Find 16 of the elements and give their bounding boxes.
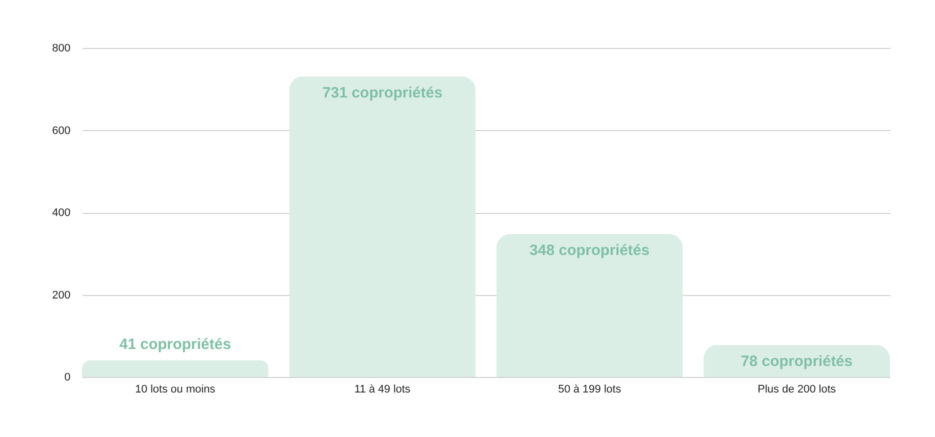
data-label: 348 copropriétés (530, 242, 650, 259)
y-tick-label: 200 (52, 289, 70, 302)
bar (82, 360, 268, 377)
y-tick-label: 0 (64, 372, 70, 384)
x-tick-label: Plus de 200 lots (758, 384, 836, 396)
x-tick-label: 10 lots ou moins (135, 384, 216, 396)
y-tick-label: 400 (52, 207, 70, 219)
x-tick-label: 11 à 49 lots (354, 384, 411, 396)
data-label: 78 copropriétés (740, 352, 853, 370)
x-tick-label: 50 à 199 lots (558, 384, 622, 396)
bar (289, 76, 476, 377)
y-tick-label: 600 (52, 124, 70, 137)
data-label: 41 copropriétés (119, 336, 232, 354)
bar (496, 234, 683, 377)
y-tick-label: 800 (52, 42, 70, 54)
data-label: 731 copropriétés (322, 84, 442, 102)
